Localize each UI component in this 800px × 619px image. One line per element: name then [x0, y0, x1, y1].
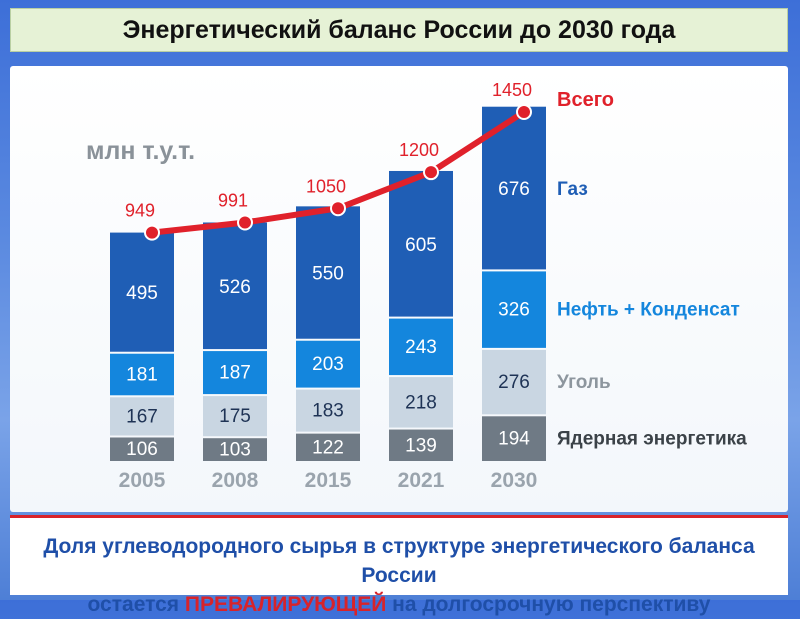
total-value-label: 991 — [218, 190, 248, 210]
bar-value-label: 106 — [126, 439, 158, 460]
bar-value-label: 243 — [405, 337, 437, 358]
bar-segment — [110, 437, 174, 461]
legend-entry: Ядерная энергетика — [557, 429, 747, 450]
bar-segment — [110, 397, 174, 436]
legend-total: Всего — [557, 89, 614, 111]
bar-segment — [296, 206, 360, 339]
total-point — [516, 104, 532, 120]
bar-value-label: 181 — [126, 365, 158, 386]
bar-segment — [389, 377, 453, 428]
total-point — [330, 200, 346, 217]
x-tick-label: 2030 — [491, 469, 538, 492]
bar-segment — [389, 318, 453, 376]
footer-accent: ПРЕВАЛИРУЮЩЕЙ — [184, 593, 387, 616]
bar-value-label: 103 — [219, 440, 251, 461]
bar-segment — [296, 340, 360, 388]
bar-segment — [203, 222, 267, 350]
bar-value-label: 495 — [126, 283, 158, 304]
bar-segment — [296, 433, 360, 461]
x-tick-label: 2021 — [398, 469, 445, 492]
bar-value-label: 122 — [312, 437, 344, 458]
bar-value-label: 326 — [498, 300, 530, 321]
bar-value-label: 676 — [498, 179, 530, 200]
bar-value-label: 605 — [405, 235, 437, 256]
bar-value-label: 276 — [498, 372, 530, 393]
bar-value-label: 194 — [498, 429, 530, 450]
legend-entry: Уголь — [557, 372, 611, 393]
bar-value-label: 526 — [219, 277, 251, 298]
bar-value-label: 187 — [219, 363, 251, 384]
total-value-label: 1450 — [492, 80, 532, 100]
bar-value-label: 218 — [405, 392, 437, 413]
total-point — [237, 214, 253, 231]
footer-banner: Доля углеводородного сырья в структуре э… — [10, 515, 788, 616]
bar-segment — [296, 389, 360, 432]
bar-segment — [110, 232, 174, 352]
footer-line-1: Доля углеводородного сырья в структуре э… — [43, 535, 755, 587]
total-value-label: 1200 — [399, 140, 439, 160]
legend-entry: Нефть + Конденсат — [557, 300, 740, 321]
bar-value-label: 550 — [312, 264, 344, 285]
bar-value-label: 167 — [126, 406, 158, 427]
total-value-label: 949 — [125, 201, 155, 221]
bar-segment — [482, 416, 546, 461]
bar-value-label: 139 — [405, 435, 437, 456]
bar-segment — [389, 170, 453, 317]
bar-segment — [482, 271, 546, 348]
bar-segment — [203, 351, 267, 395]
x-tick-label: 2008 — [212, 469, 259, 492]
chart-panel: млн т.у.т. 106 167 181 495 103 175 187 526 122 18… — [10, 66, 788, 512]
legend-entry: Газ — [557, 179, 588, 200]
footer-line-2-post: на долгосрочную перспективу — [386, 593, 711, 616]
bar-segment — [482, 349, 546, 415]
bar-value-label: 203 — [312, 354, 344, 375]
x-tick-label: 2005 — [119, 469, 166, 492]
bar-segment — [389, 429, 453, 461]
footer-line-2: остается ПРЕВАЛИРУЮЩЕЙ на долгосрочную п… — [10, 590, 788, 619]
total-value-label: 1050 — [306, 176, 346, 196]
footer-line-2-pre: остается — [87, 593, 185, 616]
stacked-bar-chart: млн т.у.т. 106 167 181 495 103 175 187 526 122 18… — [86, 80, 747, 492]
bar-segment — [110, 353, 174, 396]
total-point — [423, 164, 439, 181]
bar-value-label: 175 — [219, 406, 251, 427]
total-point — [144, 224, 160, 241]
bar-segment — [203, 396, 267, 437]
bar-segment — [203, 438, 267, 461]
bar-value-label: 183 — [312, 401, 344, 422]
x-tick-label: 2015 — [305, 469, 352, 492]
page-title: Энергетический баланс России до 2030 год… — [10, 8, 788, 52]
unit-label: млн т.у.т. — [86, 137, 195, 165]
